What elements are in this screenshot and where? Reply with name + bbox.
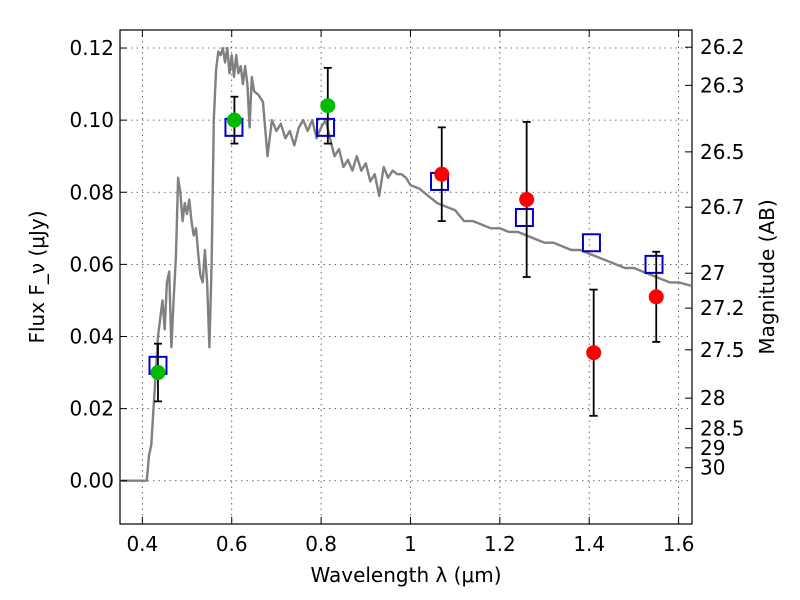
y-tick-label: 0.08: [69, 180, 114, 204]
model-photometry-square: [316, 117, 336, 137]
y-tick-label: 0.06: [69, 252, 114, 276]
y-tick-label: 0.10: [69, 108, 114, 132]
mag-tick-label: 26.2: [700, 35, 745, 59]
model-photometry-square: [581, 233, 601, 253]
y-axis-label: Flux F_ν (μJy): [25, 210, 49, 343]
series-layer: [120, 46, 693, 482]
y-tick-label: 0.02: [69, 397, 114, 421]
mag-tick-label: 27.2: [700, 296, 745, 320]
x-tick-label: 1.2: [484, 532, 516, 556]
mag-tick-label: 28.5: [700, 417, 745, 441]
plot-frame: [119, 29, 693, 525]
x-axis-label: Wavelength λ (μm): [310, 563, 501, 587]
model-photometry-square: [514, 208, 534, 228]
mag-tick-label: 29: [700, 436, 725, 460]
mag-tick-label: 26.3: [700, 73, 745, 97]
mag-tick-label: 28: [700, 386, 725, 410]
x-tick-label: 1.4: [573, 532, 605, 556]
y-tick-label: 0.04: [69, 324, 114, 348]
x-tick-label: 1: [404, 532, 417, 556]
observed-point-green: [320, 98, 336, 114]
grid: [120, 30, 692, 524]
x-tick-label: 0.4: [126, 532, 158, 556]
x-tick-label: 1.6: [663, 532, 695, 556]
observed-point-green: [226, 112, 242, 128]
observed-point-green: [150, 365, 166, 381]
observed-point-red: [586, 345, 602, 361]
y2-axis-label: Magnitude (AB): [755, 199, 779, 354]
x-tick-label: 0.8: [305, 532, 337, 556]
model-sed-line: [120, 46, 693, 482]
axis-ticks: 0.4 0.6 0.8 1 1.2 1.4 1.6 0.00 0.02 0.04 0.06 0.08 0…: [69, 30, 745, 556]
mag-tick-label: 26.7: [700, 195, 745, 219]
y-tick-label: 0.12: [69, 36, 114, 60]
mag-tick-label: 27.5: [700, 338, 745, 362]
model-photometry-square: [644, 254, 664, 274]
observed-point-red: [434, 166, 450, 182]
observed-point-red: [648, 289, 664, 305]
x-tick-label: 0.6: [216, 532, 248, 556]
mag-tick-label: 27: [700, 261, 725, 285]
mag-tick-label: 26.5: [700, 140, 745, 164]
y-tick-label: 0.00: [69, 469, 114, 493]
observed-point-red: [519, 191, 535, 207]
mag-tick-label: 30: [700, 456, 725, 480]
